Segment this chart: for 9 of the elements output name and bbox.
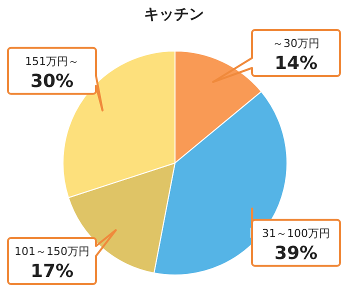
data-label: 39%: [274, 242, 318, 264]
data-label: 14%: [274, 53, 318, 74]
data-label: 17%: [30, 261, 74, 282]
data-label: 30%: [30, 70, 74, 92]
slice-label: 31～100万円: [262, 226, 330, 240]
slice-label: ～30万円: [272, 37, 320, 50]
slice-label: 151万円～: [25, 54, 79, 68]
chart-title: キッチン: [144, 5, 204, 23]
slice-label: 101～150万円: [14, 245, 90, 258]
